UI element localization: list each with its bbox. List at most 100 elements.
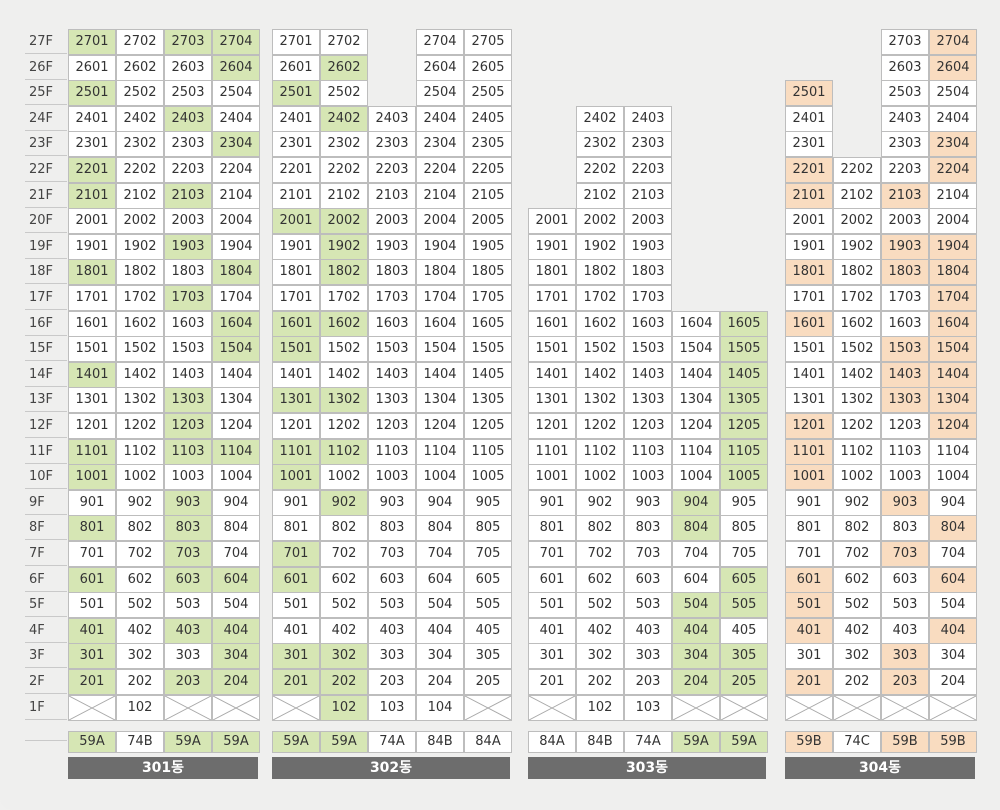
unit-cell[interactable]: 304: [672, 643, 720, 670]
unit-cell[interactable]: 702: [833, 541, 881, 567]
unit-cell[interactable]: 601: [785, 566, 833, 593]
unit-cell[interactable]: 801: [272, 515, 320, 542]
unit-cell[interactable]: 1305: [464, 387, 512, 414]
unit-cell[interactable]: 1003: [624, 464, 672, 491]
unit-cell[interactable]: 603: [881, 566, 929, 593]
unit-cell[interactable]: 2202: [833, 157, 881, 183]
unit-cell[interactable]: 103: [624, 694, 672, 721]
unit-cell[interactable]: 1802: [576, 259, 624, 286]
unit-cell[interactable]: 803: [368, 515, 416, 542]
unit-cell[interactable]: 1705: [464, 285, 512, 311]
unit-cell[interactable]: 301: [528, 643, 576, 670]
unit-cell[interactable]: 302: [116, 643, 164, 670]
unit-cell[interactable]: 601: [528, 566, 576, 593]
unit-cell[interactable]: 203: [624, 669, 672, 695]
unit-cell[interactable]: 901: [272, 489, 320, 516]
unit-cell[interactable]: 704: [416, 541, 464, 567]
unit-cell[interactable]: 1201: [528, 413, 576, 439]
unit-cell[interactable]: 1803: [881, 259, 929, 286]
unit-cell[interactable]: 602: [116, 566, 164, 593]
unit-cell[interactable]: 1503: [624, 336, 672, 363]
unit-cell[interactable]: 1302: [833, 387, 881, 414]
unit-cell[interactable]: 1404: [672, 361, 720, 388]
unit-cell[interactable]: 1902: [576, 233, 624, 260]
unit-cell[interactable]: 1503: [881, 336, 929, 363]
unit-cell[interactable]: 804: [929, 515, 977, 542]
unit-cell[interactable]: 1004: [212, 464, 260, 491]
unit-cell[interactable]: 1804: [929, 259, 977, 286]
unit-cell[interactable]: 1302: [320, 387, 368, 414]
unit-cell[interactable]: 2404: [212, 105, 260, 132]
unit-cell[interactable]: 703: [881, 541, 929, 567]
unit-cell[interactable]: 2003: [368, 208, 416, 235]
unit-cell[interactable]: 602: [576, 566, 624, 593]
unit-cell[interactable]: 1201: [272, 413, 320, 439]
unit-cell[interactable]: 1203: [164, 413, 212, 439]
unit-cell[interactable]: 2204: [929, 157, 977, 183]
unit-cell[interactable]: 2301: [785, 131, 833, 158]
unit-cell[interactable]: 2604: [929, 54, 977, 81]
unit-cell[interactable]: 404: [672, 617, 720, 644]
unit-cell[interactable]: 1901: [785, 233, 833, 260]
unit-cell[interactable]: 2201: [785, 157, 833, 183]
unit-cell[interactable]: 1801: [785, 259, 833, 286]
unit-cell[interactable]: 2003: [624, 208, 672, 235]
unit-cell[interactable]: 502: [833, 592, 881, 619]
unit-cell[interactable]: 1902: [116, 233, 164, 260]
unit-cell[interactable]: 1101: [272, 438, 320, 465]
unit-cell[interactable]: 1601: [272, 310, 320, 337]
unit-cell[interactable]: 2004: [212, 208, 260, 235]
unit-cell[interactable]: 1303: [164, 387, 212, 414]
unit-cell[interactable]: 1105: [464, 438, 512, 465]
unit-cell[interactable]: 305: [464, 643, 512, 670]
unit-cell[interactable]: 402: [116, 617, 164, 644]
unit-cell[interactable]: 1401: [528, 361, 576, 388]
unit-cell[interactable]: 1301: [68, 387, 116, 414]
unit-cell[interactable]: 2102: [320, 182, 368, 209]
unit-cell[interactable]: 304: [929, 643, 977, 670]
unit-cell[interactable]: 2104: [929, 182, 977, 209]
unit-cell[interactable]: 2203: [368, 157, 416, 183]
unit-cell[interactable]: 1701: [528, 285, 576, 311]
unit-cell[interactable]: 401: [785, 617, 833, 644]
unit-cell[interactable]: 2503: [881, 80, 929, 107]
unit-cell[interactable]: 702: [576, 541, 624, 567]
unit-cell[interactable]: 2701: [68, 29, 116, 55]
unit-cell[interactable]: 2502: [320, 80, 368, 107]
unit-cell[interactable]: 303: [368, 643, 416, 670]
unit-cell[interactable]: 1903: [881, 233, 929, 260]
unit-cell[interactable]: 1104: [416, 438, 464, 465]
unit-cell[interactable]: 601: [68, 566, 116, 593]
unit-cell[interactable]: 1704: [212, 285, 260, 311]
unit-cell[interactable]: 1403: [624, 361, 672, 388]
unit-cell[interactable]: 1202: [116, 413, 164, 439]
unit-cell[interactable]: 1604: [212, 310, 260, 337]
unit-cell[interactable]: 2501: [785, 80, 833, 107]
unit-cell[interactable]: 1202: [833, 413, 881, 439]
unit-cell[interactable]: 1601: [528, 310, 576, 337]
unit-cell[interactable]: 204: [212, 669, 260, 695]
unit-cell[interactable]: 301: [68, 643, 116, 670]
unit-cell[interactable]: 301: [272, 643, 320, 670]
unit-cell[interactable]: 1002: [833, 464, 881, 491]
unit-cell[interactable]: 1604: [929, 310, 977, 337]
unit-cell[interactable]: 2002: [576, 208, 624, 235]
unit-cell[interactable]: 1304: [672, 387, 720, 414]
unit-cell[interactable]: 505: [720, 592, 768, 619]
unit-cell[interactable]: 1103: [164, 438, 212, 465]
unit-cell[interactable]: 1801: [68, 259, 116, 286]
unit-cell[interactable]: 1904: [929, 233, 977, 260]
unit-cell[interactable]: 1804: [416, 259, 464, 286]
unit-cell[interactable]: 603: [164, 566, 212, 593]
unit-cell[interactable]: 1605: [464, 310, 512, 337]
unit-cell[interactable]: 1003: [164, 464, 212, 491]
unit-cell[interactable]: 704: [672, 541, 720, 567]
unit-cell[interactable]: 1803: [164, 259, 212, 286]
unit-cell[interactable]: 2302: [320, 131, 368, 158]
unit-cell[interactable]: 2301: [272, 131, 320, 158]
unit-cell[interactable]: 203: [368, 669, 416, 695]
unit-cell[interactable]: 1003: [881, 464, 929, 491]
unit-cell[interactable]: 2403: [368, 105, 416, 132]
unit-cell[interactable]: 2502: [116, 80, 164, 107]
unit-cell[interactable]: 503: [881, 592, 929, 619]
